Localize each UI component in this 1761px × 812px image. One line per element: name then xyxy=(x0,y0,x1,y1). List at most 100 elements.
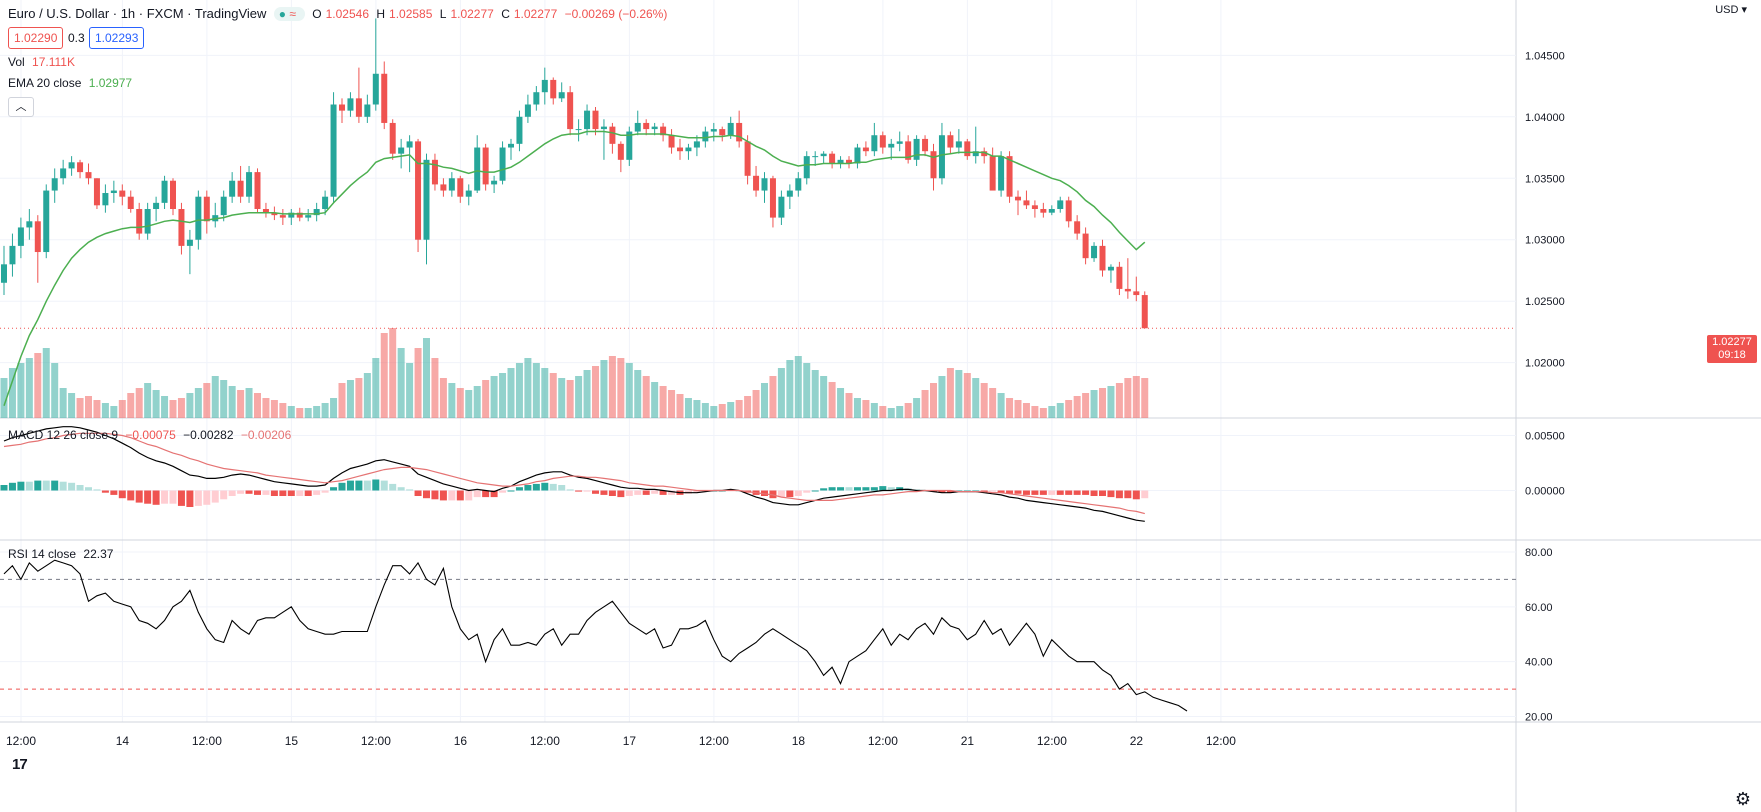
macd-hist-bar xyxy=(25,481,33,491)
volume-bar xyxy=(592,366,599,418)
macd-hist-bar xyxy=(1056,490,1064,495)
rsi-legend: RSI 14 close 22.37 xyxy=(8,547,117,561)
volume-value: 17.111K xyxy=(32,55,75,69)
macd-hist-bar xyxy=(1107,490,1115,498)
volume-bar xyxy=(1141,378,1149,418)
macd-hist-bar xyxy=(1006,490,1014,494)
volume-bar xyxy=(59,388,67,418)
candle-body xyxy=(727,122,734,136)
macd-hist-bar xyxy=(296,490,304,496)
candle-body xyxy=(110,190,117,194)
macd-hist-bar xyxy=(152,490,160,505)
volume-bar xyxy=(515,363,523,418)
volume-bar xyxy=(68,393,76,418)
macd-hist-bar xyxy=(237,490,245,494)
candle-body xyxy=(322,196,329,209)
candle-body xyxy=(364,104,371,117)
volume-bar xyxy=(456,388,464,418)
macd-hist-bar xyxy=(220,490,228,500)
macd-hist-bar xyxy=(887,487,895,491)
rsi-tick-label: 20.00 xyxy=(1525,712,1553,724)
gear-icon[interactable]: ⚙ xyxy=(1734,789,1751,809)
candle-body xyxy=(516,116,523,144)
volume-bar xyxy=(262,398,270,418)
macd-hist-bar xyxy=(617,490,625,498)
volume-bar xyxy=(127,393,135,418)
chevron-up-icon[interactable]: ︿ xyxy=(8,97,34,117)
candle-body xyxy=(296,212,303,218)
x-tick-label: 12:00 xyxy=(699,734,729,748)
volume-bar xyxy=(203,383,211,418)
volume-bar xyxy=(879,406,887,418)
volume-bar xyxy=(1115,383,1123,418)
volume-bar xyxy=(380,333,388,418)
volume-bar xyxy=(397,348,405,418)
macd-pane xyxy=(0,426,1149,522)
macd-hist-bar xyxy=(1082,490,1090,495)
macd-hist-bar xyxy=(608,490,616,496)
candle-body xyxy=(736,122,743,142)
price-tick-label: 1.02000 xyxy=(1525,358,1565,370)
ema-label: EMA 20 close xyxy=(8,76,82,90)
macd-hist-bar xyxy=(279,490,287,496)
macd-hist-bar xyxy=(499,490,507,493)
volume-bar xyxy=(972,378,980,418)
x-tick-label: 12:00 xyxy=(6,734,36,748)
tradingview-logo-icon[interactable]: 17 xyxy=(12,756,28,773)
macd-hist-bar xyxy=(254,490,261,495)
candle-body xyxy=(26,221,33,228)
rsi-value: 22.37 xyxy=(83,547,114,561)
volume-bar xyxy=(169,400,177,418)
candle-body xyxy=(1107,266,1114,271)
rsi-tick-label: 40.00 xyxy=(1525,657,1553,669)
volume-bar xyxy=(51,363,59,418)
ohlc-h: 1.02585 xyxy=(389,7,433,21)
currency-label: USD xyxy=(1715,4,1739,16)
volume-bar xyxy=(904,403,912,418)
macd-hist-bar xyxy=(625,490,633,496)
candle-body xyxy=(812,156,819,158)
macd-hist-bar xyxy=(473,490,481,498)
candle-body xyxy=(279,215,286,218)
volume-bar xyxy=(524,358,532,418)
candle-body xyxy=(1015,196,1021,201)
candle-body xyxy=(398,147,405,154)
rsi-line xyxy=(3,559,1188,712)
macd-hist-bar xyxy=(186,490,194,507)
ohlc-o: 1.02546 xyxy=(325,7,370,21)
macd-hist-bar xyxy=(592,490,599,494)
candle-body xyxy=(1048,209,1055,213)
macd-hist-bar xyxy=(1099,490,1106,496)
macd-hist-bar xyxy=(1090,490,1098,496)
candle-body xyxy=(575,129,582,131)
candle-body xyxy=(533,92,540,105)
ema-line xyxy=(3,130,1146,406)
volume-bar xyxy=(566,380,574,418)
candle-body xyxy=(51,178,58,191)
macd-hist-bar xyxy=(262,490,270,495)
volume-bar xyxy=(837,388,845,418)
currency-select[interactable]: USD ▾ xyxy=(1715,4,1747,16)
candle-body xyxy=(381,73,388,123)
macd-hist-bar xyxy=(321,490,329,493)
sell-button[interactable]: 1.02290 xyxy=(8,27,64,49)
macd-hist-bar xyxy=(397,487,405,491)
volume-bar xyxy=(118,400,126,418)
candle-body xyxy=(68,162,75,169)
macd-hist-bar xyxy=(448,490,456,501)
macd-hist-bar xyxy=(549,483,557,491)
market-status-badge[interactable]: ● ≈ xyxy=(273,7,305,21)
candle-body xyxy=(288,212,295,218)
volume-bar xyxy=(439,378,447,418)
candle-body xyxy=(186,239,193,246)
candle-body xyxy=(305,215,312,218)
macd-hist-bar xyxy=(583,490,591,492)
macd-hist-bar xyxy=(135,490,143,503)
candle-body xyxy=(829,153,836,164)
rsi-tick-label: 60.00 xyxy=(1525,602,1553,614)
buy-button[interactable]: 1.02293 xyxy=(89,27,145,49)
volume-bar xyxy=(1065,400,1073,418)
candle-body xyxy=(964,141,971,157)
volume-bar xyxy=(896,406,904,418)
